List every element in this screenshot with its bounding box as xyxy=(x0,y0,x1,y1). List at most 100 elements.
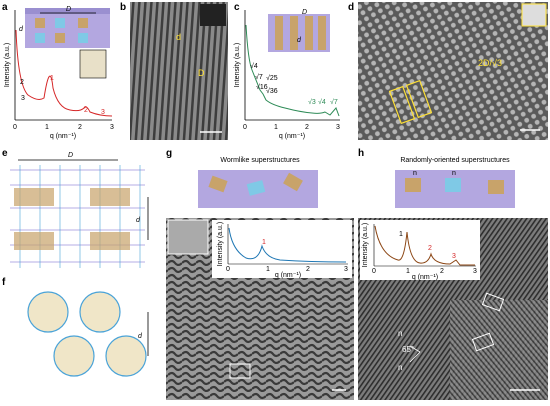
peak-label: √16 xyxy=(256,83,268,91)
x-axis-label: q (nm⁻¹) xyxy=(50,133,76,140)
inset-image xyxy=(521,3,547,27)
domain xyxy=(35,18,45,28)
diagram-shape xyxy=(79,291,121,333)
peak-label: √4 xyxy=(318,98,326,106)
diagram-label: d xyxy=(138,333,143,340)
panel-letter: c xyxy=(234,2,240,13)
inset-label: D xyxy=(66,6,71,13)
x-tick-label: 2 xyxy=(306,266,310,273)
image-label: d xyxy=(176,32,181,42)
inset-label: n xyxy=(413,170,417,177)
angle-arrows xyxy=(409,345,421,363)
x-tick-label: 2 xyxy=(440,268,444,275)
nanoparticle-layer xyxy=(14,232,54,250)
domain xyxy=(55,33,65,43)
cylinder xyxy=(305,16,313,50)
image-label: n xyxy=(398,329,402,338)
inset-image xyxy=(167,219,209,255)
x-tick-label: 2 xyxy=(305,124,309,131)
nanoparticle-layer xyxy=(90,188,130,206)
panel-letter: a xyxy=(2,2,8,13)
peak-label: √7 xyxy=(330,98,338,106)
domain xyxy=(445,178,461,192)
x-tick-label: 1 xyxy=(266,266,270,273)
nanoparticle-layer xyxy=(14,188,54,206)
diagram-shape xyxy=(105,335,147,377)
x-tick-label: 3 xyxy=(344,266,348,273)
x-axis-label: q (nm⁻¹) xyxy=(412,274,438,281)
x-axis-label: q (nm⁻¹) xyxy=(275,272,301,279)
domain xyxy=(78,18,88,28)
y-axis-label: Intensity (a.u.) xyxy=(362,223,369,267)
domain xyxy=(488,180,504,194)
image-label: 2D/√3 xyxy=(478,58,502,68)
plot-inset xyxy=(360,220,480,280)
image-label: D xyxy=(198,68,205,78)
inset-label: D xyxy=(302,9,307,16)
x-tick-label: 2 xyxy=(78,124,82,131)
domain xyxy=(55,18,65,28)
x-axis-label: q (nm⁻¹) xyxy=(279,133,305,140)
highlight-box xyxy=(388,85,416,125)
inset-label: n xyxy=(452,170,456,177)
cylinder xyxy=(318,16,326,50)
block-top xyxy=(25,8,110,14)
x-tick-label: 3 xyxy=(110,124,114,131)
peak-label: √3 xyxy=(308,98,316,106)
highlight-box xyxy=(471,332,495,352)
x-tick-label: 0 xyxy=(243,124,247,131)
y-axis-label: Intensity (a.u.) xyxy=(234,43,241,87)
highlight-box xyxy=(481,292,505,312)
x-tick-label: 1 xyxy=(406,268,410,275)
image-label: 65° xyxy=(402,345,414,354)
panel-letter: e xyxy=(2,148,8,159)
tem-image xyxy=(358,2,548,140)
panel-letter: g xyxy=(166,148,172,159)
highlight-box xyxy=(229,363,251,379)
panel-title: Randomly-oriented superstructures xyxy=(400,157,510,164)
domain xyxy=(78,33,88,43)
peak-label: 2 xyxy=(84,107,88,114)
zoom-inset xyxy=(79,49,107,79)
domain xyxy=(283,172,303,192)
panel-letter: h xyxy=(358,148,364,159)
peak-label: 1 xyxy=(262,239,266,246)
inset-label: d xyxy=(297,37,302,44)
tem-image-domain xyxy=(450,300,548,400)
domain xyxy=(405,178,421,192)
peak-label: √7 xyxy=(255,73,263,81)
domain xyxy=(208,175,228,193)
peak-label: √36 xyxy=(266,87,278,95)
hexagonal-diagram xyxy=(27,291,147,377)
peak-label: 3 xyxy=(21,95,25,102)
peak-label: 1 xyxy=(50,75,54,82)
peak-label: 2 xyxy=(20,79,24,86)
scattering-curve xyxy=(15,29,113,117)
x-tick-label: 1 xyxy=(274,124,278,131)
diagram-shape xyxy=(19,165,141,268)
x-tick-label: 3 xyxy=(336,124,340,131)
x-tick-label: 0 xyxy=(226,266,230,273)
peak-label: √4 xyxy=(250,62,258,70)
diagram-shape xyxy=(27,291,69,333)
y-axis-label: Intensity (a.u.) xyxy=(4,43,11,87)
diagram-label: d xyxy=(136,217,141,224)
domain xyxy=(246,180,266,196)
scattering-curve xyxy=(228,227,347,263)
x-tick-label: 1 xyxy=(45,124,49,131)
panel-title: Wormlike superstructures xyxy=(220,157,300,164)
image-label: n xyxy=(398,363,402,372)
panel-letter: f xyxy=(2,277,6,288)
x-tick-label: 0 xyxy=(372,268,376,275)
diagram-label: D xyxy=(68,152,73,159)
peak-label: 3 xyxy=(452,253,456,260)
panel-letter: d xyxy=(348,2,354,13)
domain xyxy=(35,33,45,43)
x-tick-label: 0 xyxy=(13,124,17,131)
fft-inset xyxy=(200,4,226,26)
lamellae-diagram xyxy=(10,165,145,268)
y-axis-label: Intensity (a.u.) xyxy=(217,222,224,266)
inset-label: d xyxy=(19,26,24,33)
